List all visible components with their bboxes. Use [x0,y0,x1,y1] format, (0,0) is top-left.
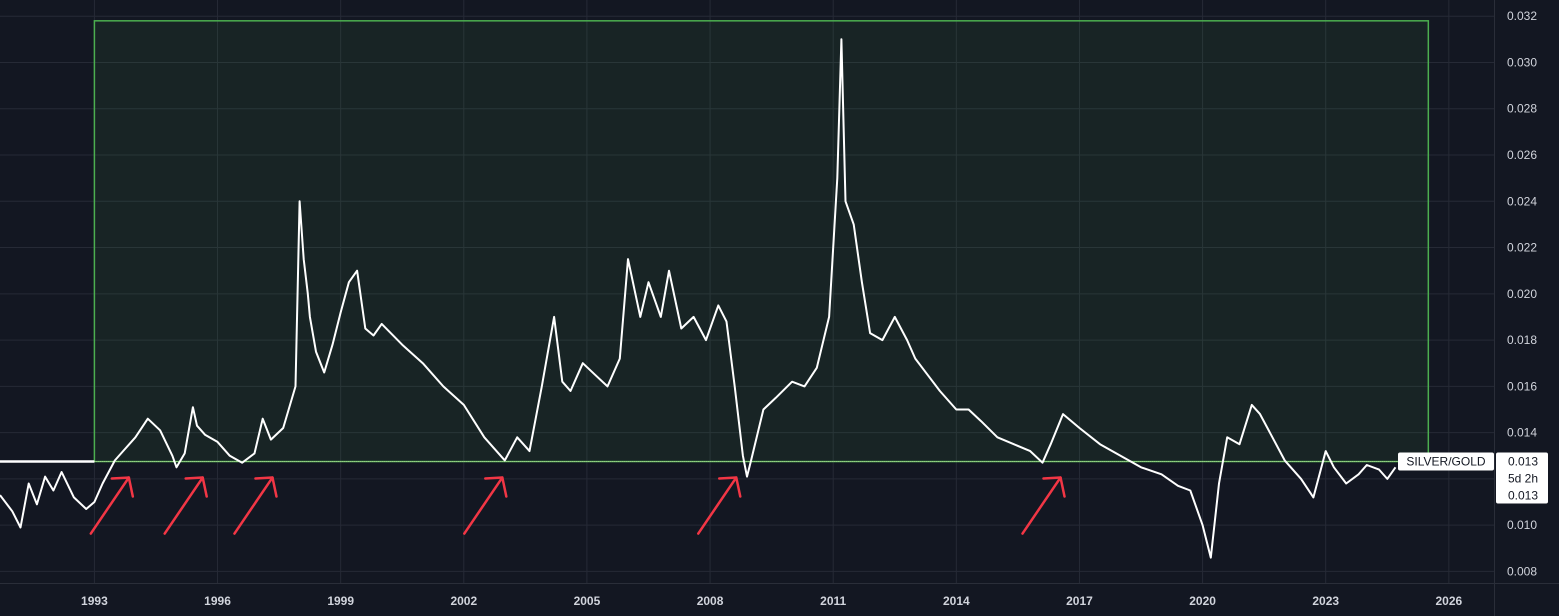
x-tick-label: 2023 [1312,594,1339,608]
grid [0,0,1494,583]
support-zone-rect [93,20,1430,463]
x-tick-label: 1999 [327,594,354,608]
arrow-head [718,476,742,498]
arrow-shaft [697,476,738,535]
arrow-shaft [163,476,204,535]
arrow-shaft [89,476,131,535]
x-tick-label: 2026 [1436,594,1463,608]
annotation-arrows [89,476,1066,535]
x-tick-label: 1996 [204,594,231,608]
x-tick-label: 2005 [574,594,601,608]
price-series [0,38,1397,559]
y-tick-label: 0.014 [1507,426,1537,440]
y-tick-label: 0.026 [1507,148,1537,162]
arrow-shaft [463,476,504,535]
arrow-head [484,476,508,498]
arrow-shaft [1021,476,1062,535]
y-tick-label: 0.032 [1507,9,1537,23]
x-tick-label: 2011 [820,594,846,608]
price-line-label: 0.013 [1508,489,1538,503]
arrow-head [1042,476,1066,498]
price-labels: SILVER/GOLD 0.013 5d 2h 0.013 [1398,452,1548,504]
y-tick-label: 0.016 [1507,379,1537,393]
y-tick-label: 0.018 [1507,333,1537,347]
arrow-head [110,476,135,498]
y-tick-label: 0.022 [1507,241,1537,255]
x-tick-label: 2002 [450,594,477,608]
x-tick-label: 2020 [1189,594,1216,608]
y-tick-label: 0.010 [1507,518,1537,532]
green-zone [0,20,1494,463]
x-tick-label: 1993 [81,594,108,608]
y-tick-label: 0.030 [1507,55,1537,69]
last-price-label: 0.013 [1508,455,1538,469]
symbol-label-bg [1398,452,1494,471]
arrow-shaft [233,476,274,535]
y-tick-label: 0.024 [1507,194,1537,208]
price-line [0,38,1397,559]
x-tick-label: 2017 [1066,594,1093,608]
arrow-head [184,476,208,498]
countdown-label: 5d 2h [1508,472,1538,486]
x-tick-label: 2008 [697,594,724,608]
y-tick-label: 0.020 [1507,287,1537,301]
symbol-label: SILVER/GOLD [1406,455,1485,469]
arrow-head [254,476,278,498]
y-tick-label: 0.008 [1507,564,1537,578]
price-badge-bg [1496,452,1548,504]
x-tick-label: 2014 [943,594,970,608]
y-tick-label: 0.028 [1507,102,1537,116]
